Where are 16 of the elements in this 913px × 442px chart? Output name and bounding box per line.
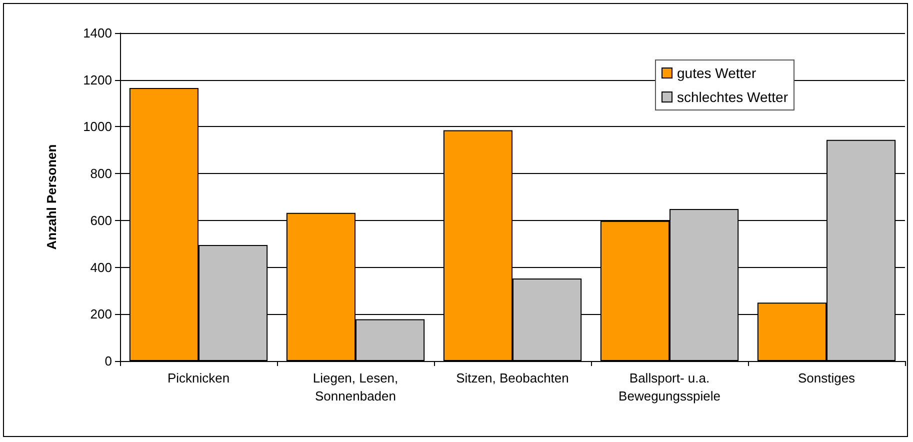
- x-tick-label: Picknicken: [167, 370, 230, 386]
- y-tick-label: 0: [104, 354, 112, 368]
- x-tick-label: Sitzen, Beobachten: [456, 370, 569, 386]
- x-tick-label: Liegen, Lesen, Sonnenbaden: [312, 370, 398, 404]
- y-tick-label: 1200: [83, 72, 112, 88]
- y-tick-label: 1400: [83, 26, 112, 40]
- legend-label: gutes Wetter: [676, 65, 756, 81]
- legend-label: schlechtes Wetter: [676, 89, 788, 105]
- y-tick-label: 600: [90, 212, 112, 228]
- x-tick-label: Sonstiges: [798, 370, 856, 386]
- x-tick-label: Ballsport- u.a. Bewegungsspiele: [618, 370, 720, 404]
- y-axis-title: Anzahl Personen: [44, 144, 59, 250]
- y-tick-label: 1000: [83, 119, 112, 134]
- y-tick-label: 200: [90, 306, 112, 322]
- y-tick-label: 800: [90, 166, 112, 182]
- y-tick-label: 400: [90, 260, 112, 275]
